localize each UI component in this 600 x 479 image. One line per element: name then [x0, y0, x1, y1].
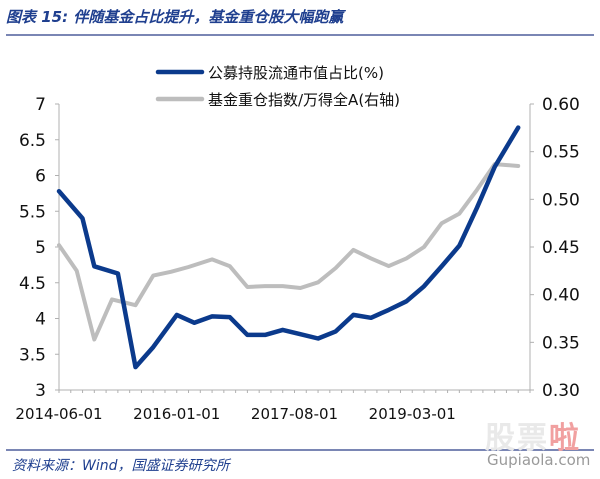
left-y-tick-label: 6.5	[19, 131, 46, 151]
left-y-tick-label: 3.5	[19, 345, 46, 365]
left-y-tick-label: 4.5	[19, 274, 46, 294]
source-divider	[6, 449, 594, 451]
watermark-logo: 股票啦	[485, 413, 581, 457]
series-lines	[56, 125, 521, 370]
legend-label-fund-share: 公募持股流通市值占比(%)	[208, 64, 384, 82]
right-y-tick-label: 0.45	[542, 238, 580, 258]
x-tick-label: 2019-03-01	[369, 405, 456, 423]
right-y-tick-label: 0.40	[542, 286, 580, 306]
watermark: 股票啦 Gupiaola.com	[485, 413, 595, 475]
figure-title: 图表 15: 伴随基金占比提升，基金重仓股大幅跑赢	[6, 8, 344, 26]
left-y-tick-label: 6	[35, 167, 46, 187]
x-tick-label: 2017-08-01	[251, 405, 338, 423]
legend: 公募持股流通市值占比(%) 基金重仓指数/万得全A(右轴)	[155, 64, 400, 109]
left-y-tick-labels: 3 3.5 4 4.5 5 5.5 6 6.5 7	[19, 95, 59, 401]
right-y-tick-label: 0.55	[542, 143, 580, 163]
right-y-tick-label: 0.60	[542, 95, 580, 115]
left-y-tick-label: 3	[35, 381, 46, 401]
watermark-brand: 股票	[485, 421, 549, 456]
series-line-index-ratio	[57, 162, 521, 342]
title-divider	[6, 34, 594, 36]
right-y-tick-label: 0.50	[542, 190, 580, 210]
right-y-tick-labels: 0.30 0.35 0.40 0.45 0.50 0.55 0.60	[530, 95, 580, 401]
left-y-tick-label: 5	[35, 238, 46, 258]
x-tick-label: 2014-06-01	[15, 405, 102, 423]
left-y-tick-label: 7	[35, 95, 46, 115]
x-tick-label: 2016-01-01	[133, 405, 220, 423]
watermark-brand-accent: 啦	[549, 421, 581, 456]
left-y-tick-label: 5.5	[19, 202, 46, 222]
right-y-tick-label: 0.30	[542, 381, 580, 401]
series-line-fund-share	[56, 125, 521, 370]
left-y-tick-label: 4	[35, 310, 46, 330]
legend-label-index-ratio: 基金重仓指数/万得全A(右轴)	[208, 91, 400, 109]
right-y-tick-label: 0.35	[542, 333, 580, 353]
watermark-domain: Gupiaola.com	[487, 451, 591, 469]
x-tick-labels: 2014-06-01 2016-01-01 2017-08-01 2019-03-01	[15, 390, 531, 423]
source-note: 资料来源：Wind，国盛证券研究所	[12, 458, 230, 474]
